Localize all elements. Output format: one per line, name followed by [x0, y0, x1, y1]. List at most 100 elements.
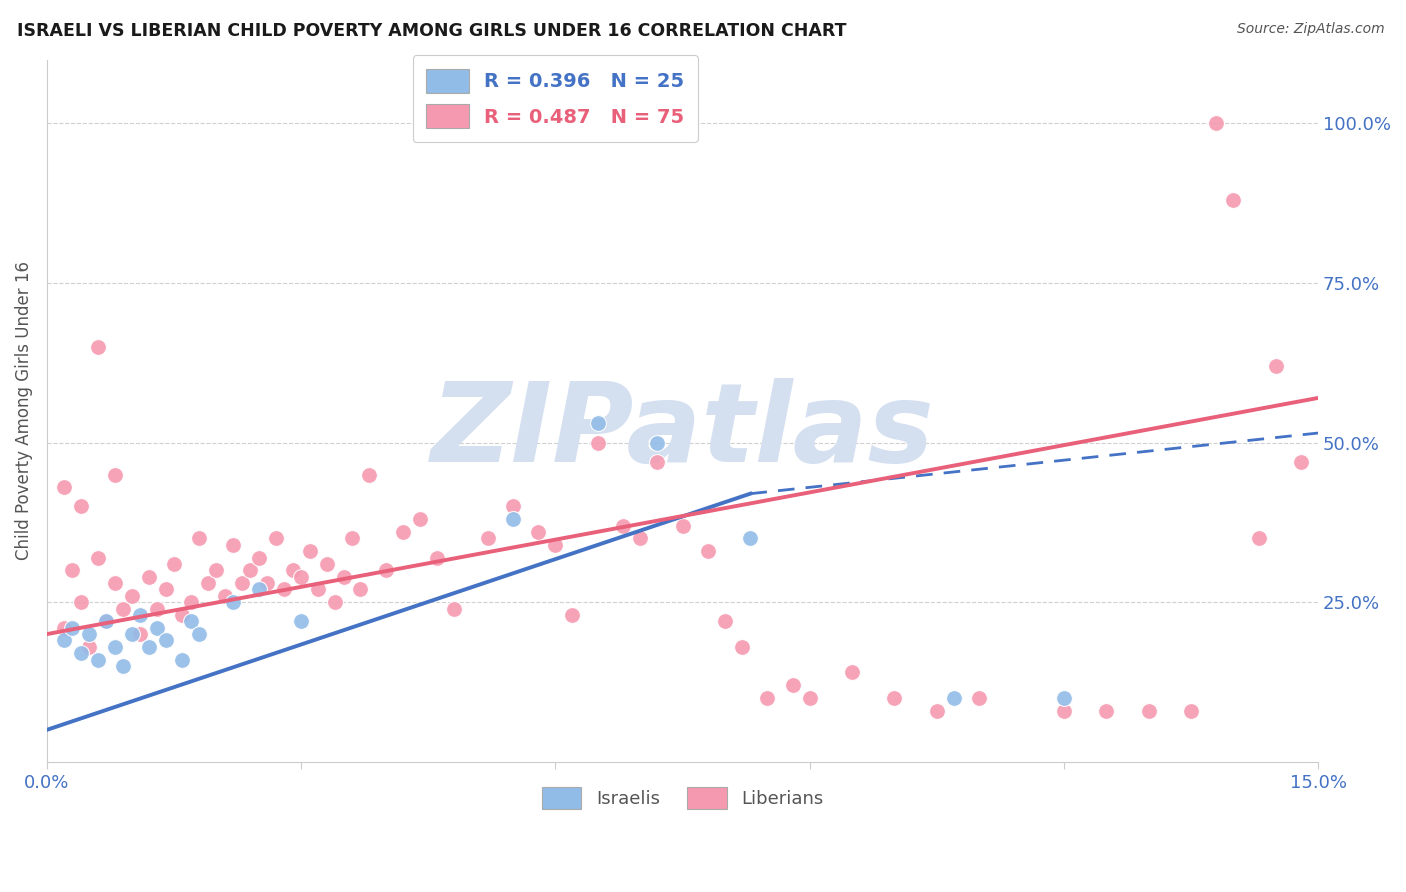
- Point: [1053, 704, 1076, 718]
- Point: [104, 467, 127, 482]
- Point: [188, 627, 211, 641]
- Point: [52, 480, 75, 494]
- Point: [205, 563, 228, 577]
- Point: [586, 417, 609, 431]
- Point: [799, 690, 821, 705]
- Point: [628, 532, 651, 546]
- Text: ZIPatlas: ZIPatlas: [430, 378, 935, 485]
- Point: [645, 435, 668, 450]
- Point: [544, 538, 567, 552]
- Point: [756, 690, 779, 705]
- Point: [155, 582, 177, 597]
- Point: [222, 538, 245, 552]
- Point: [1289, 455, 1312, 469]
- Text: ISRAELI VS LIBERIAN CHILD POVERTY AMONG GIRLS UNDER 16 CORRELATION CHART: ISRAELI VS LIBERIAN CHILD POVERTY AMONG …: [17, 22, 846, 40]
- Point: [138, 640, 160, 654]
- Point: [77, 627, 100, 641]
- Point: [714, 615, 737, 629]
- Point: [645, 455, 668, 469]
- Point: [96, 615, 118, 629]
- Point: [52, 621, 75, 635]
- Point: [77, 640, 100, 654]
- Point: [357, 467, 380, 482]
- Point: [172, 607, 194, 622]
- Point: [87, 550, 110, 565]
- Point: [502, 512, 524, 526]
- Point: [290, 615, 312, 629]
- Point: [69, 595, 91, 609]
- Point: [323, 595, 346, 609]
- Point: [298, 544, 321, 558]
- Point: [121, 589, 143, 603]
- Point: [138, 569, 160, 583]
- Point: [527, 524, 550, 539]
- Point: [247, 550, 270, 565]
- Point: [942, 690, 965, 705]
- Point: [129, 627, 152, 641]
- Point: [426, 550, 449, 565]
- Point: [112, 601, 135, 615]
- Point: [841, 665, 863, 680]
- Point: [697, 544, 720, 558]
- Point: [104, 576, 127, 591]
- Point: [782, 678, 804, 692]
- Point: [925, 704, 948, 718]
- Point: [409, 512, 432, 526]
- Point: [586, 435, 609, 450]
- Point: [273, 582, 295, 597]
- Point: [155, 633, 177, 648]
- Point: [96, 615, 118, 629]
- Point: [1205, 116, 1227, 130]
- Point: [129, 607, 152, 622]
- Point: [281, 563, 304, 577]
- Point: [112, 659, 135, 673]
- Point: [740, 532, 762, 546]
- Point: [392, 524, 415, 539]
- Point: [1095, 704, 1118, 718]
- Point: [561, 607, 583, 622]
- Point: [1180, 704, 1202, 718]
- Y-axis label: Child Poverty Among Girls Under 16: Child Poverty Among Girls Under 16: [15, 261, 32, 560]
- Point: [222, 595, 245, 609]
- Point: [146, 621, 169, 635]
- Point: [1264, 359, 1286, 373]
- Point: [502, 500, 524, 514]
- Point: [163, 557, 186, 571]
- Point: [180, 615, 202, 629]
- Point: [1247, 532, 1270, 546]
- Text: Source: ZipAtlas.com: Source: ZipAtlas.com: [1237, 22, 1385, 37]
- Point: [612, 518, 634, 533]
- Point: [87, 340, 110, 354]
- Point: [52, 633, 75, 648]
- Point: [443, 601, 465, 615]
- Point: [883, 690, 905, 705]
- Point: [290, 569, 312, 583]
- Point: [671, 518, 693, 533]
- Point: [69, 500, 91, 514]
- Point: [477, 532, 499, 546]
- Point: [340, 532, 363, 546]
- Point: [214, 589, 236, 603]
- Legend: Israelis, Liberians: Israelis, Liberians: [534, 780, 831, 816]
- Point: [60, 563, 83, 577]
- Point: [1137, 704, 1160, 718]
- Point: [967, 690, 990, 705]
- Point: [264, 532, 287, 546]
- Point: [197, 576, 219, 591]
- Point: [104, 640, 127, 654]
- Point: [374, 563, 396, 577]
- Point: [315, 557, 337, 571]
- Point: [1222, 193, 1244, 207]
- Point: [69, 646, 91, 660]
- Point: [180, 595, 202, 609]
- Point: [188, 532, 211, 546]
- Point: [60, 621, 83, 635]
- Point: [307, 582, 329, 597]
- Point: [121, 627, 143, 641]
- Point: [146, 601, 169, 615]
- Point: [1053, 690, 1076, 705]
- Point: [87, 653, 110, 667]
- Point: [247, 582, 270, 597]
- Point: [349, 582, 371, 597]
- Point: [256, 576, 278, 591]
